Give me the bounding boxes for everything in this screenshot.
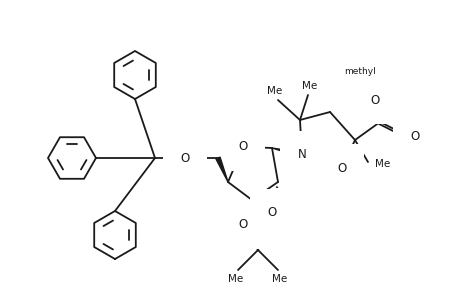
Text: N: N [297, 148, 306, 161]
Text: methyl: methyl [343, 67, 375, 76]
Text: O: O [238, 218, 247, 232]
Polygon shape [215, 157, 228, 182]
Text: Me: Me [302, 81, 317, 91]
Text: O: O [409, 130, 419, 142]
Text: O: O [369, 94, 379, 106]
Text: Me: Me [272, 274, 287, 284]
Text: Me: Me [228, 274, 243, 284]
Text: O: O [238, 140, 247, 154]
Text: O: O [336, 161, 346, 175]
Text: O: O [267, 206, 276, 220]
Polygon shape [271, 148, 302, 157]
Text: Me: Me [374, 159, 389, 169]
Text: O: O [180, 152, 189, 164]
Text: Me: Me [267, 86, 282, 96]
